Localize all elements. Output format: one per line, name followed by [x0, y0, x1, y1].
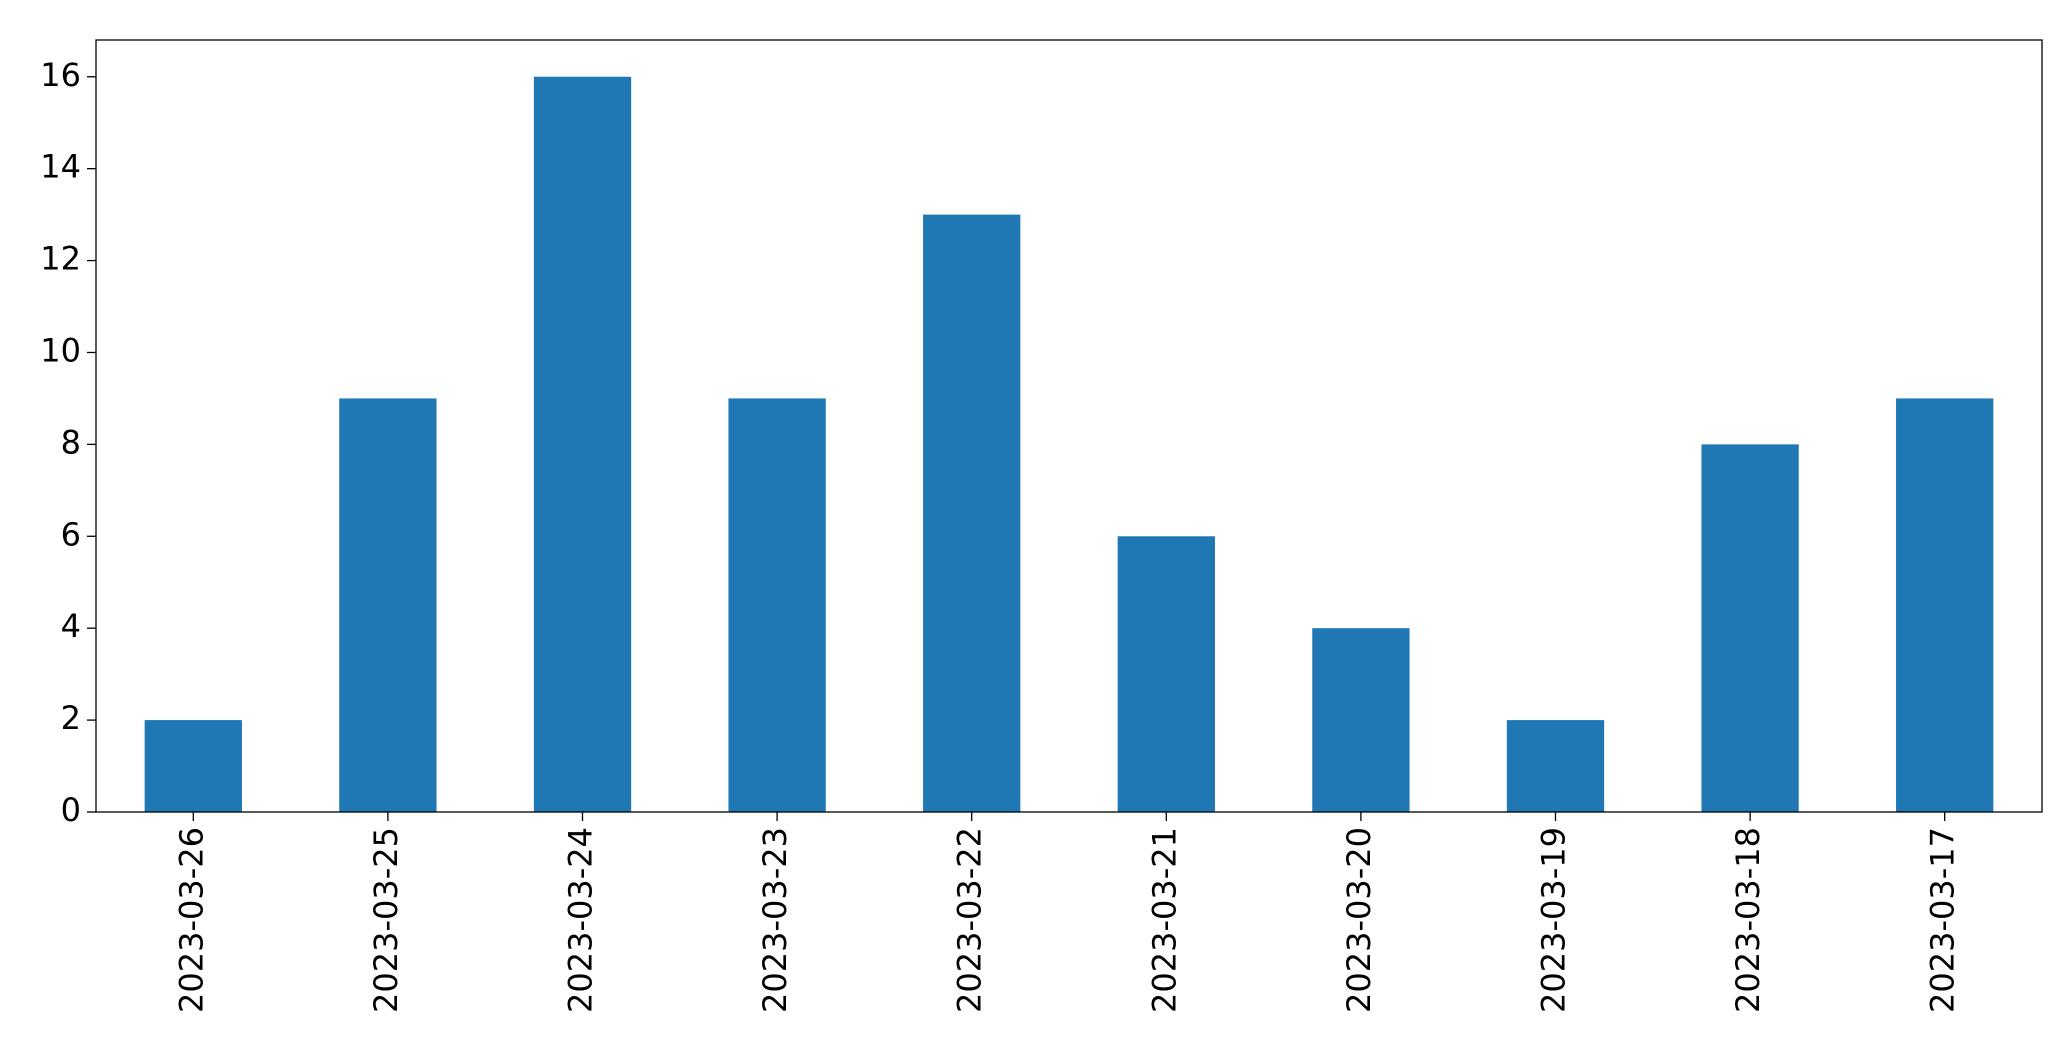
bar	[728, 398, 826, 812]
x-tick-label: 2023-03-18	[1729, 827, 1767, 1013]
y-tick-label: 8	[61, 423, 81, 461]
y-tick-label: 4	[61, 607, 81, 645]
plot-frame	[95, 39, 2043, 813]
bar	[1312, 628, 1410, 812]
bar	[1701, 444, 1799, 812]
y-tick-label: 6	[61, 515, 81, 553]
x-tick-label: 2023-03-22	[951, 827, 989, 1013]
bar	[533, 76, 632, 812]
bar	[144, 720, 242, 812]
x-tick-label: 2023-03-26	[172, 827, 210, 1013]
bar	[1896, 398, 1994, 812]
y-tick-label: 0	[61, 791, 81, 829]
x-tick-label: 2023-03-20	[1340, 827, 1378, 1013]
bar	[923, 214, 1021, 813]
bar	[339, 398, 437, 812]
x-tick-label: 2023-03-23	[756, 827, 794, 1013]
x-tick-label: 2023-03-25	[367, 827, 405, 1013]
y-tick-label: 10	[40, 331, 81, 369]
x-tick-label: 2023-03-19	[1535, 827, 1573, 1013]
bar	[1117, 536, 1215, 812]
y-tick-label: 2	[61, 699, 81, 737]
y-tick-label: 12	[40, 240, 81, 278]
x-tick-label: 2023-03-17	[1924, 827, 1962, 1013]
x-tick-label: 2023-03-24	[562, 827, 600, 1013]
bar	[1506, 720, 1605, 812]
y-tick-label: 14	[40, 148, 81, 186]
y-tick-label: 16	[40, 56, 81, 94]
x-tick-label: 2023-03-21	[1145, 827, 1183, 1013]
